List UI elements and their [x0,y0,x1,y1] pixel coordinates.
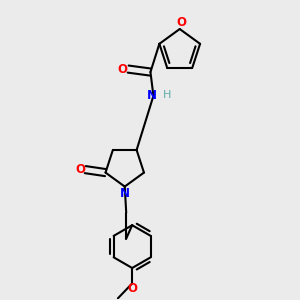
Text: H: H [163,90,171,100]
Text: O: O [118,63,128,76]
Text: O: O [176,16,186,29]
Text: N: N [120,187,130,200]
Text: O: O [75,163,85,176]
Text: O: O [127,282,137,295]
Text: N: N [147,89,157,102]
